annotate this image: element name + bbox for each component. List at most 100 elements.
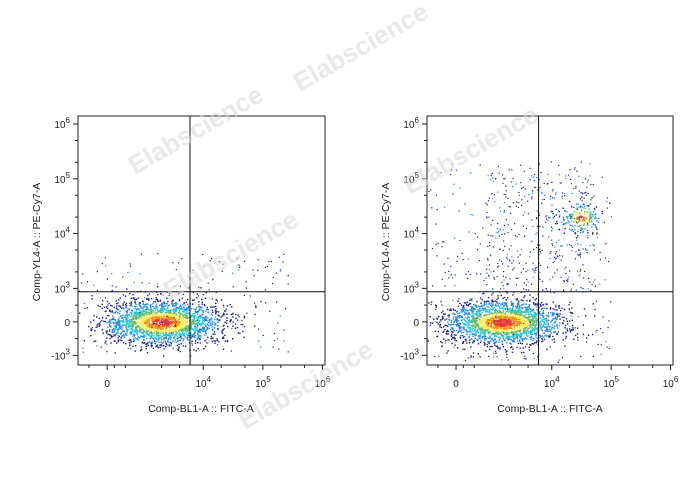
- event-dot: [471, 311, 473, 313]
- event-dot: [158, 326, 160, 329]
- event-dot: [152, 329, 155, 331]
- event-dot: [120, 320, 122, 322]
- event-dot: [193, 349, 195, 351]
- event-dot: [527, 213, 529, 215]
- event-dot: [134, 313, 137, 315]
- event-dot: [583, 218, 586, 221]
- event-dot: [515, 332, 518, 334]
- event-dot: [460, 319, 463, 322]
- event-dot: [103, 320, 105, 323]
- event-dot: [144, 328, 147, 330]
- event-dot: [434, 304, 437, 306]
- event-dot: [216, 318, 218, 320]
- event-dot: [229, 320, 231, 323]
- event-dot: [562, 322, 564, 324]
- event-dot: [452, 318, 454, 320]
- event-dot: [519, 310, 521, 312]
- event-dot: [454, 285, 456, 287]
- event-dot: [153, 339, 156, 342]
- event-dot: [152, 310, 154, 312]
- event-dot: [496, 266, 498, 268]
- event-dot: [172, 262, 174, 264]
- event-dot: [519, 326, 521, 328]
- event-dot: [542, 340, 544, 342]
- event-dot: [190, 315, 192, 317]
- event-dot: [531, 330, 534, 332]
- event-dot: [502, 332, 505, 334]
- event-dot: [145, 326, 148, 329]
- event-dot: [471, 315, 474, 317]
- event-dot: [470, 319, 472, 321]
- event-dot: [517, 301, 519, 304]
- event-dot: [175, 316, 177, 319]
- event-dot: [155, 317, 158, 320]
- event-dot: [231, 306, 233, 308]
- event-dot: [517, 330, 519, 332]
- event-dot: [252, 269, 254, 271]
- event-dot: [105, 265, 107, 267]
- event-dot: [242, 323, 244, 326]
- event-dot: [155, 311, 157, 314]
- event-dot: [431, 207, 433, 209]
- event-dot: [566, 328, 568, 330]
- event-dot: [194, 327, 196, 329]
- event-dot: [193, 316, 195, 319]
- event-dot: [487, 309, 489, 311]
- event-dot: [173, 336, 175, 338]
- event-dot: [168, 323, 170, 325]
- event-dot: [142, 317, 144, 320]
- event-dot: [150, 310, 153, 313]
- event-dot: [135, 317, 137, 319]
- event-dot: [175, 306, 177, 309]
- event-dot: [226, 322, 228, 324]
- event-dot: [513, 314, 515, 316]
- event-dot: [467, 277, 469, 279]
- event-dot: [268, 261, 270, 263]
- event-dot: [503, 210, 505, 212]
- event-dot: [460, 311, 463, 313]
- event-dot: [476, 300, 478, 303]
- event-dot: [534, 342, 536, 344]
- event-dot: [516, 299, 518, 301]
- event-dot: [498, 333, 500, 335]
- event-dot: [475, 320, 477, 322]
- event-dot: [492, 304, 494, 307]
- event-dot: [474, 335, 476, 337]
- event-dot: [502, 297, 504, 299]
- event-dot: [158, 322, 161, 325]
- event-dot: [483, 341, 485, 344]
- event-dot: [553, 341, 556, 343]
- event-dot: [130, 302, 132, 304]
- event-dot: [163, 305, 165, 308]
- event-dot: [221, 315, 224, 317]
- event-dot: [499, 326, 501, 328]
- event-dot: [556, 314, 559, 316]
- event-dot: [601, 210, 603, 213]
- event-dot: [174, 321, 176, 323]
- event-dot: [129, 292, 131, 295]
- event-dot: [129, 339, 131, 342]
- event-dot: [143, 339, 145, 342]
- event-dot: [126, 313, 128, 316]
- event-dot: [265, 302, 267, 304]
- event-dot: [512, 302, 514, 305]
- event-dot: [169, 316, 171, 319]
- event-dot: [499, 323, 501, 325]
- event-dot: [469, 319, 471, 321]
- event-dot: [477, 353, 479, 355]
- event-dot: [495, 301, 498, 303]
- event-dot: [169, 334, 171, 336]
- event-dot: [590, 217, 592, 219]
- event-dot: [140, 348, 142, 350]
- event-dot: [527, 319, 529, 321]
- event-dot: [486, 318, 488, 320]
- event-dot: [453, 337, 455, 339]
- event-dot: [496, 330, 499, 333]
- event-dot: [568, 222, 570, 224]
- event-dot: [456, 310, 459, 312]
- event-dot: [536, 322, 538, 324]
- event-dot: [237, 314, 239, 316]
- event-dot: [147, 342, 149, 344]
- event-dot: [119, 306, 122, 308]
- event-dot: [452, 327, 454, 329]
